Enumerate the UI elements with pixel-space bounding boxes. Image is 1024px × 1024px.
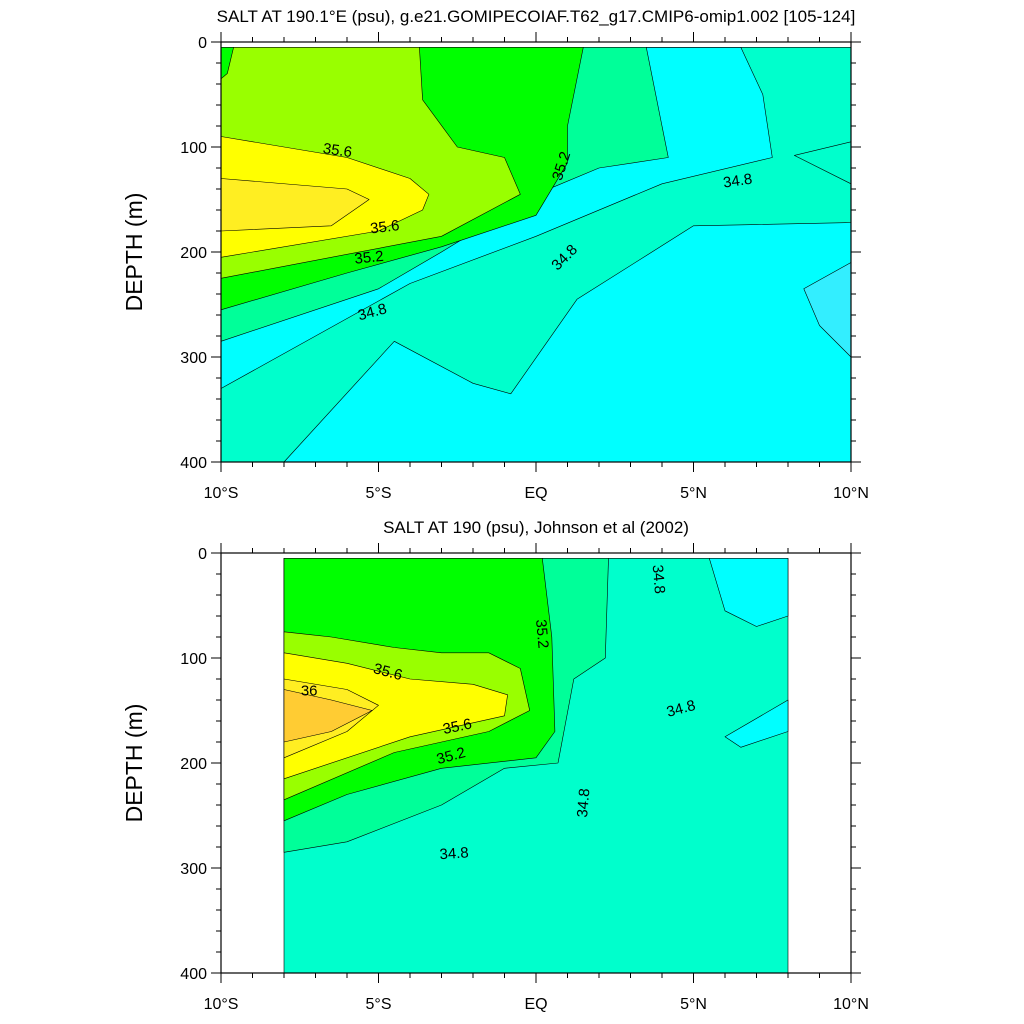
- contour-label: 34.8: [649, 564, 668, 595]
- y-axis-title: DEPTH (m): [121, 704, 147, 823]
- contour-label: 34.8: [439, 844, 469, 863]
- x-tick-label: 10°S: [204, 485, 239, 502]
- x-tick-label: 10°S: [204, 996, 239, 1013]
- contour-label: 35.2: [354, 248, 385, 268]
- x-tick-label: 10°N: [833, 485, 869, 502]
- contour-region-35_6_35.8-6: [283, 652, 508, 780]
- contour-label: 34.8: [356, 300, 389, 324]
- panel-title: SALT AT 190.1°E (psu), g.e21.GOMIPECOIAF…: [217, 7, 856, 26]
- contour-region-34_6_34.8-1: [708, 557, 789, 627]
- contour-labels: 36 35.6 35.6 35.2 35.2 34.8 34.8 34.8 34.8: [301, 564, 697, 863]
- contour-label: 36: [301, 683, 318, 700]
- contour-label: 35.2: [532, 619, 551, 650]
- contour-fills: [283, 557, 789, 974]
- x-tick-label: EQ: [524, 485, 547, 502]
- contour-label: 34.8: [574, 788, 593, 819]
- contour-label: 35.2: [435, 744, 468, 768]
- chart-panel-2: 0 100 200 300 400 10°S 5°S EQ 5°N 10°N DEPTH (m) SA…: [121, 518, 869, 1013]
- x-tick-label: EQ: [524, 996, 547, 1013]
- x-tick-label: 10°N: [833, 996, 869, 1013]
- contour-label: 35.6: [369, 217, 400, 237]
- axis-ticks: [211, 32, 861, 472]
- contour-region-34_6_34.8-2: [724, 699, 789, 748]
- x-tick-label: 5°N: [680, 996, 707, 1013]
- contour-fills: [220, 46, 852, 463]
- y-axis-title: DEPTH (m): [121, 193, 147, 312]
- contour-labels: 35.635.635.235.234.834.834.8: [322, 140, 753, 324]
- x-tick-label: 5°N: [680, 485, 707, 502]
- y-tick-label: 0: [198, 35, 207, 52]
- contour-label: 34.8: [722, 171, 753, 192]
- y-tick-label: 300: [180, 350, 207, 367]
- y-tick-label: 0: [198, 546, 207, 563]
- y-tick-label: 100: [180, 651, 207, 668]
- contour-label: 35.6: [322, 140, 353, 161]
- contour-label: 35.6: [441, 715, 473, 738]
- panel-title: SALT AT 190 (psu), Johnson et al (2002): [383, 518, 689, 537]
- chart-panel-1: 0 100 200 300 400 10°S 5°S EQ 5°N 10°N DEPTH (m) SA…: [121, 7, 869, 502]
- contour-label: 35.6: [372, 660, 405, 684]
- y-tick-label: 200: [180, 245, 207, 262]
- y-tick-label: 100: [180, 140, 207, 157]
- y-tick-label: 300: [180, 861, 207, 878]
- axis-ticks: [211, 543, 861, 983]
- x-tick-label: 5°S: [366, 485, 392, 502]
- y-tick-label: 400: [180, 966, 207, 983]
- contour-label: 34.8: [665, 697, 698, 721]
- contour-region-above_36_0-8: [283, 689, 373, 743]
- y-tick-label: 400: [180, 455, 207, 472]
- x-tick-label: 5°S: [366, 996, 392, 1013]
- y-tick-label: 200: [180, 756, 207, 773]
